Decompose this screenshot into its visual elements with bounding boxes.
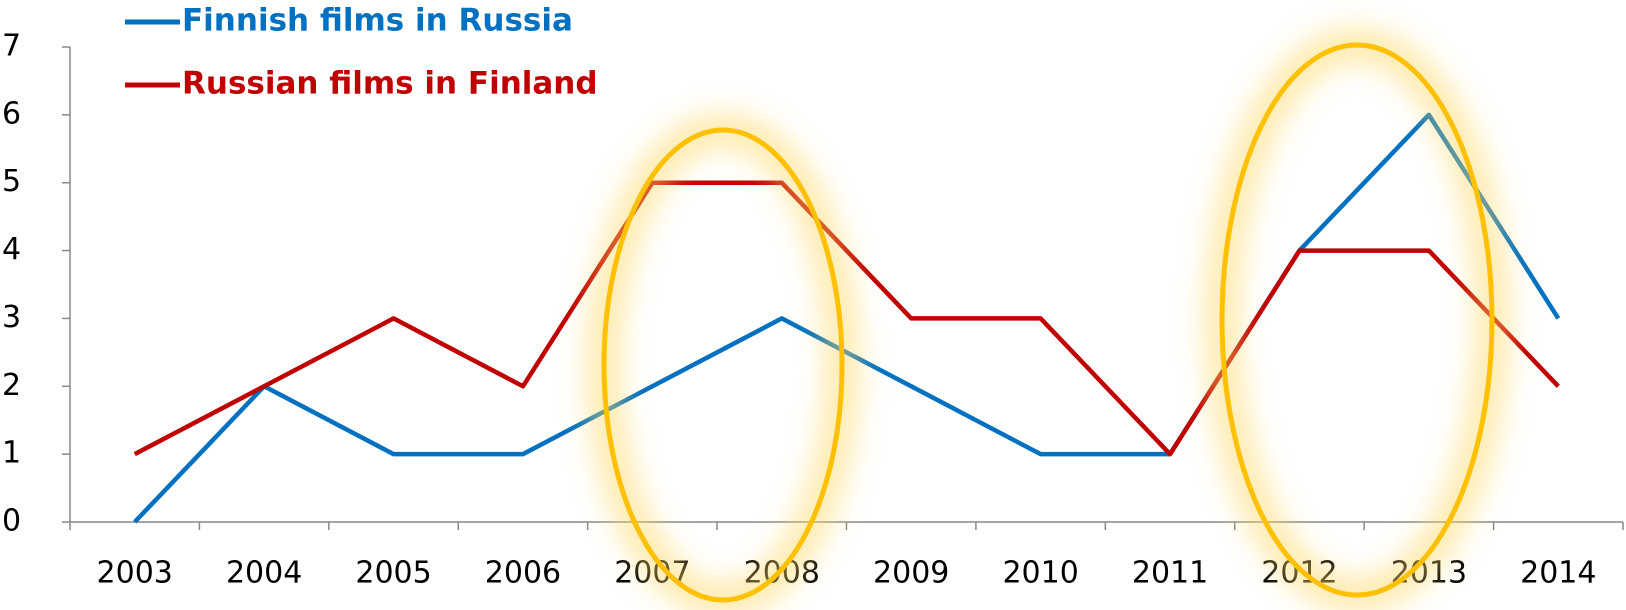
x-tick-label: 2010	[1002, 556, 1078, 591]
y-tick-label: 7	[2, 29, 21, 64]
x-tick-label: 2003	[97, 556, 173, 591]
x-tick-label: 2006	[485, 556, 561, 591]
x-tick-label: 2004	[226, 556, 302, 591]
highlight-ellipse	[601, 127, 845, 603]
x-tick-label: 2014	[1520, 556, 1596, 591]
y-tick-label: 6	[2, 96, 21, 131]
series-line	[133, 180, 1560, 457]
y-tick-label: 4	[2, 232, 21, 267]
highlights	[587, 28, 1509, 610]
legend-label: Russian films in Finland	[182, 66, 598, 102]
y-tick-label: 1	[2, 436, 21, 471]
y-tick-label: 2	[2, 368, 21, 403]
highlight-ellipse	[1219, 42, 1495, 598]
y-tick-label: 5	[2, 164, 21, 199]
legend-label: Finnish films in Russia	[182, 3, 573, 39]
y-tick-label: 3	[2, 300, 21, 335]
x-tick-label: 2011	[1132, 556, 1208, 591]
x-tick-label: 2005	[355, 556, 431, 591]
y-tick-label: 0	[2, 504, 21, 539]
x-tick-label: 2009	[873, 556, 949, 591]
